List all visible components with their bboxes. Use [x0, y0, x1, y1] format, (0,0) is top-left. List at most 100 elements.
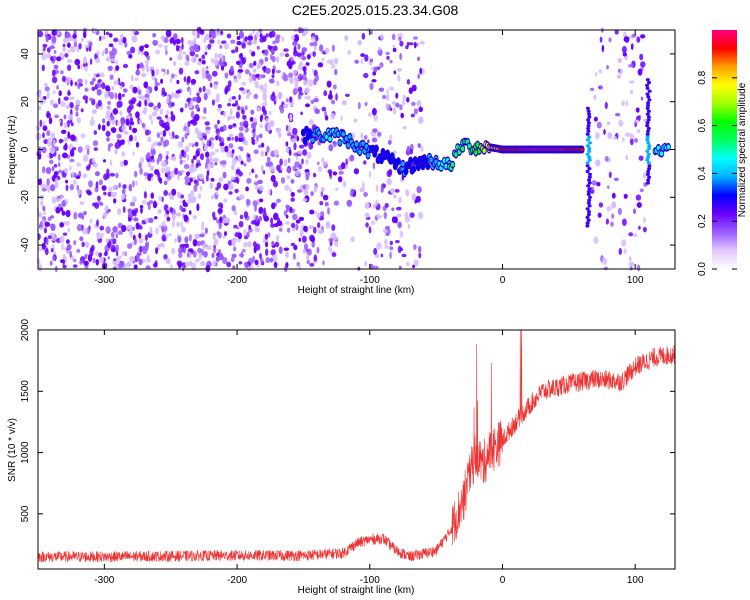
spectrogram-cell	[197, 247, 202, 254]
spectrogram-cell	[73, 258, 77, 263]
spectrogram-cell	[157, 102, 161, 109]
spectrogram-cell	[121, 188, 126, 195]
spectrogram-cell	[396, 206, 402, 211]
spectrogram-cell	[633, 138, 639, 143]
spectrogram-cell	[147, 217, 154, 223]
spectrogram-cell	[286, 132, 292, 137]
spectrogram-cell	[607, 185, 610, 189]
spectrogram-cell	[265, 151, 268, 156]
spectrogram-cell	[105, 110, 112, 117]
spectrogram-cell	[218, 221, 222, 230]
spectrogram-cell	[166, 69, 170, 75]
spectrogram-cell	[75, 99, 81, 106]
y-tick-label: 1000	[20, 441, 31, 464]
spectrogram-cell	[66, 36, 70, 43]
spectrogram-cell	[192, 250, 197, 258]
spectrogram-cell	[115, 172, 119, 179]
spectrogram-cell	[138, 258, 143, 266]
spectrogram-cell	[155, 68, 159, 76]
spectrogram-cell	[373, 114, 378, 122]
spectrogram-cell	[231, 239, 236, 247]
spectrogram-cell	[200, 260, 206, 267]
spectrogram-cell	[239, 194, 245, 200]
spectrogram-cell	[178, 252, 183, 259]
spectrogram-cell	[41, 219, 45, 227]
spectrogram-cell	[199, 29, 205, 35]
spectrogram-cell	[237, 154, 242, 163]
spectrogram-cell	[47, 235, 53, 240]
spectrogram-cell	[89, 80, 95, 86]
spectrogram-cell	[372, 151, 377, 157]
spectrogram-cell	[211, 252, 215, 259]
spectrogram-cell	[75, 111, 79, 117]
spectrogram-cell	[275, 36, 280, 44]
spectrogram-cell	[184, 132, 188, 140]
spectrogram-cell	[411, 166, 416, 172]
spectrogram-cell	[84, 44, 90, 50]
spectrogram-cell	[625, 132, 631, 137]
spectrogram-cell	[611, 192, 616, 199]
spectrogram-cell	[292, 252, 296, 260]
spectrogram-cell	[99, 225, 105, 231]
spectrogram-cell	[166, 95, 170, 104]
x-tick-label: 100	[627, 575, 644, 586]
spectrogram-cell	[190, 110, 195, 119]
spectrogram-cell	[222, 160, 227, 165]
spectrogram-cell	[149, 230, 153, 234]
spectrogram-cell	[608, 37, 612, 43]
spectrogram-cell	[328, 93, 333, 100]
spectrogram-cell	[646, 152, 651, 156]
spectrogram-cell	[64, 53, 69, 58]
spectrogram-cell	[408, 158, 413, 164]
spectrogram-cell	[212, 70, 218, 77]
spectrogram-cell	[615, 113, 621, 117]
spectrogram-cell	[307, 79, 314, 87]
spectrogram-cell	[603, 129, 606, 135]
spectrogram-cell	[130, 75, 134, 82]
spectrogram-cell	[62, 152, 68, 159]
spectrogram-cell	[338, 176, 343, 183]
spectrogram-cell	[622, 52, 627, 57]
spectrogram-cell	[135, 142, 140, 148]
colorbar-tick-label: 0.6	[697, 118, 708, 132]
spectrogram-cell	[207, 43, 212, 50]
spectrogram-cell	[131, 209, 137, 217]
spectrogram-cell	[329, 90, 332, 96]
spectrogram-cell	[659, 151, 664, 157]
spectrogram-cell	[586, 184, 591, 188]
spectrogram-cell	[253, 93, 259, 100]
spectrogram-cell	[304, 95, 309, 100]
spectrogram-cell	[601, 44, 605, 53]
spectrogram-cell	[370, 66, 374, 71]
spectrogram-cell	[129, 85, 134, 89]
spectrogram-cell	[123, 131, 129, 135]
spectrogram-cell	[622, 137, 625, 142]
spectrogram-cell	[621, 100, 625, 107]
spectrogram-cell	[180, 194, 184, 199]
spectrogram-cell	[230, 65, 234, 72]
spectrogram-cell	[331, 64, 336, 69]
spectrogram-cell	[121, 125, 126, 132]
spectrogram-cell	[152, 39, 158, 46]
spectrogram-cell	[258, 144, 262, 148]
spectrogram-cell	[289, 187, 292, 193]
spectrogram-cell	[204, 144, 208, 152]
spectrogram-cell	[344, 93, 350, 98]
spectrogram-cell	[293, 142, 297, 151]
spectrogram-cell	[63, 96, 69, 101]
spectrogram-cell	[70, 134, 76, 141]
spectrogram-cell	[73, 179, 77, 186]
spectrogram-cell	[305, 159, 309, 165]
spectrogram-cell	[220, 30, 224, 35]
spectrogram-cell	[418, 246, 422, 253]
spectrogram-cell	[141, 122, 146, 128]
spectrogram-cell	[228, 97, 232, 103]
spectrogram-cell	[135, 222, 140, 230]
spectrogram-cell	[89, 97, 94, 102]
spectrogram-cell	[179, 47, 182, 55]
spectrogram-cell	[223, 42, 229, 50]
colorbar-tick-label: 0.2	[697, 214, 708, 228]
spectrogram-cell	[198, 233, 205, 238]
spectrogram-cell	[169, 207, 173, 213]
spectrogram-cell	[587, 135, 592, 139]
